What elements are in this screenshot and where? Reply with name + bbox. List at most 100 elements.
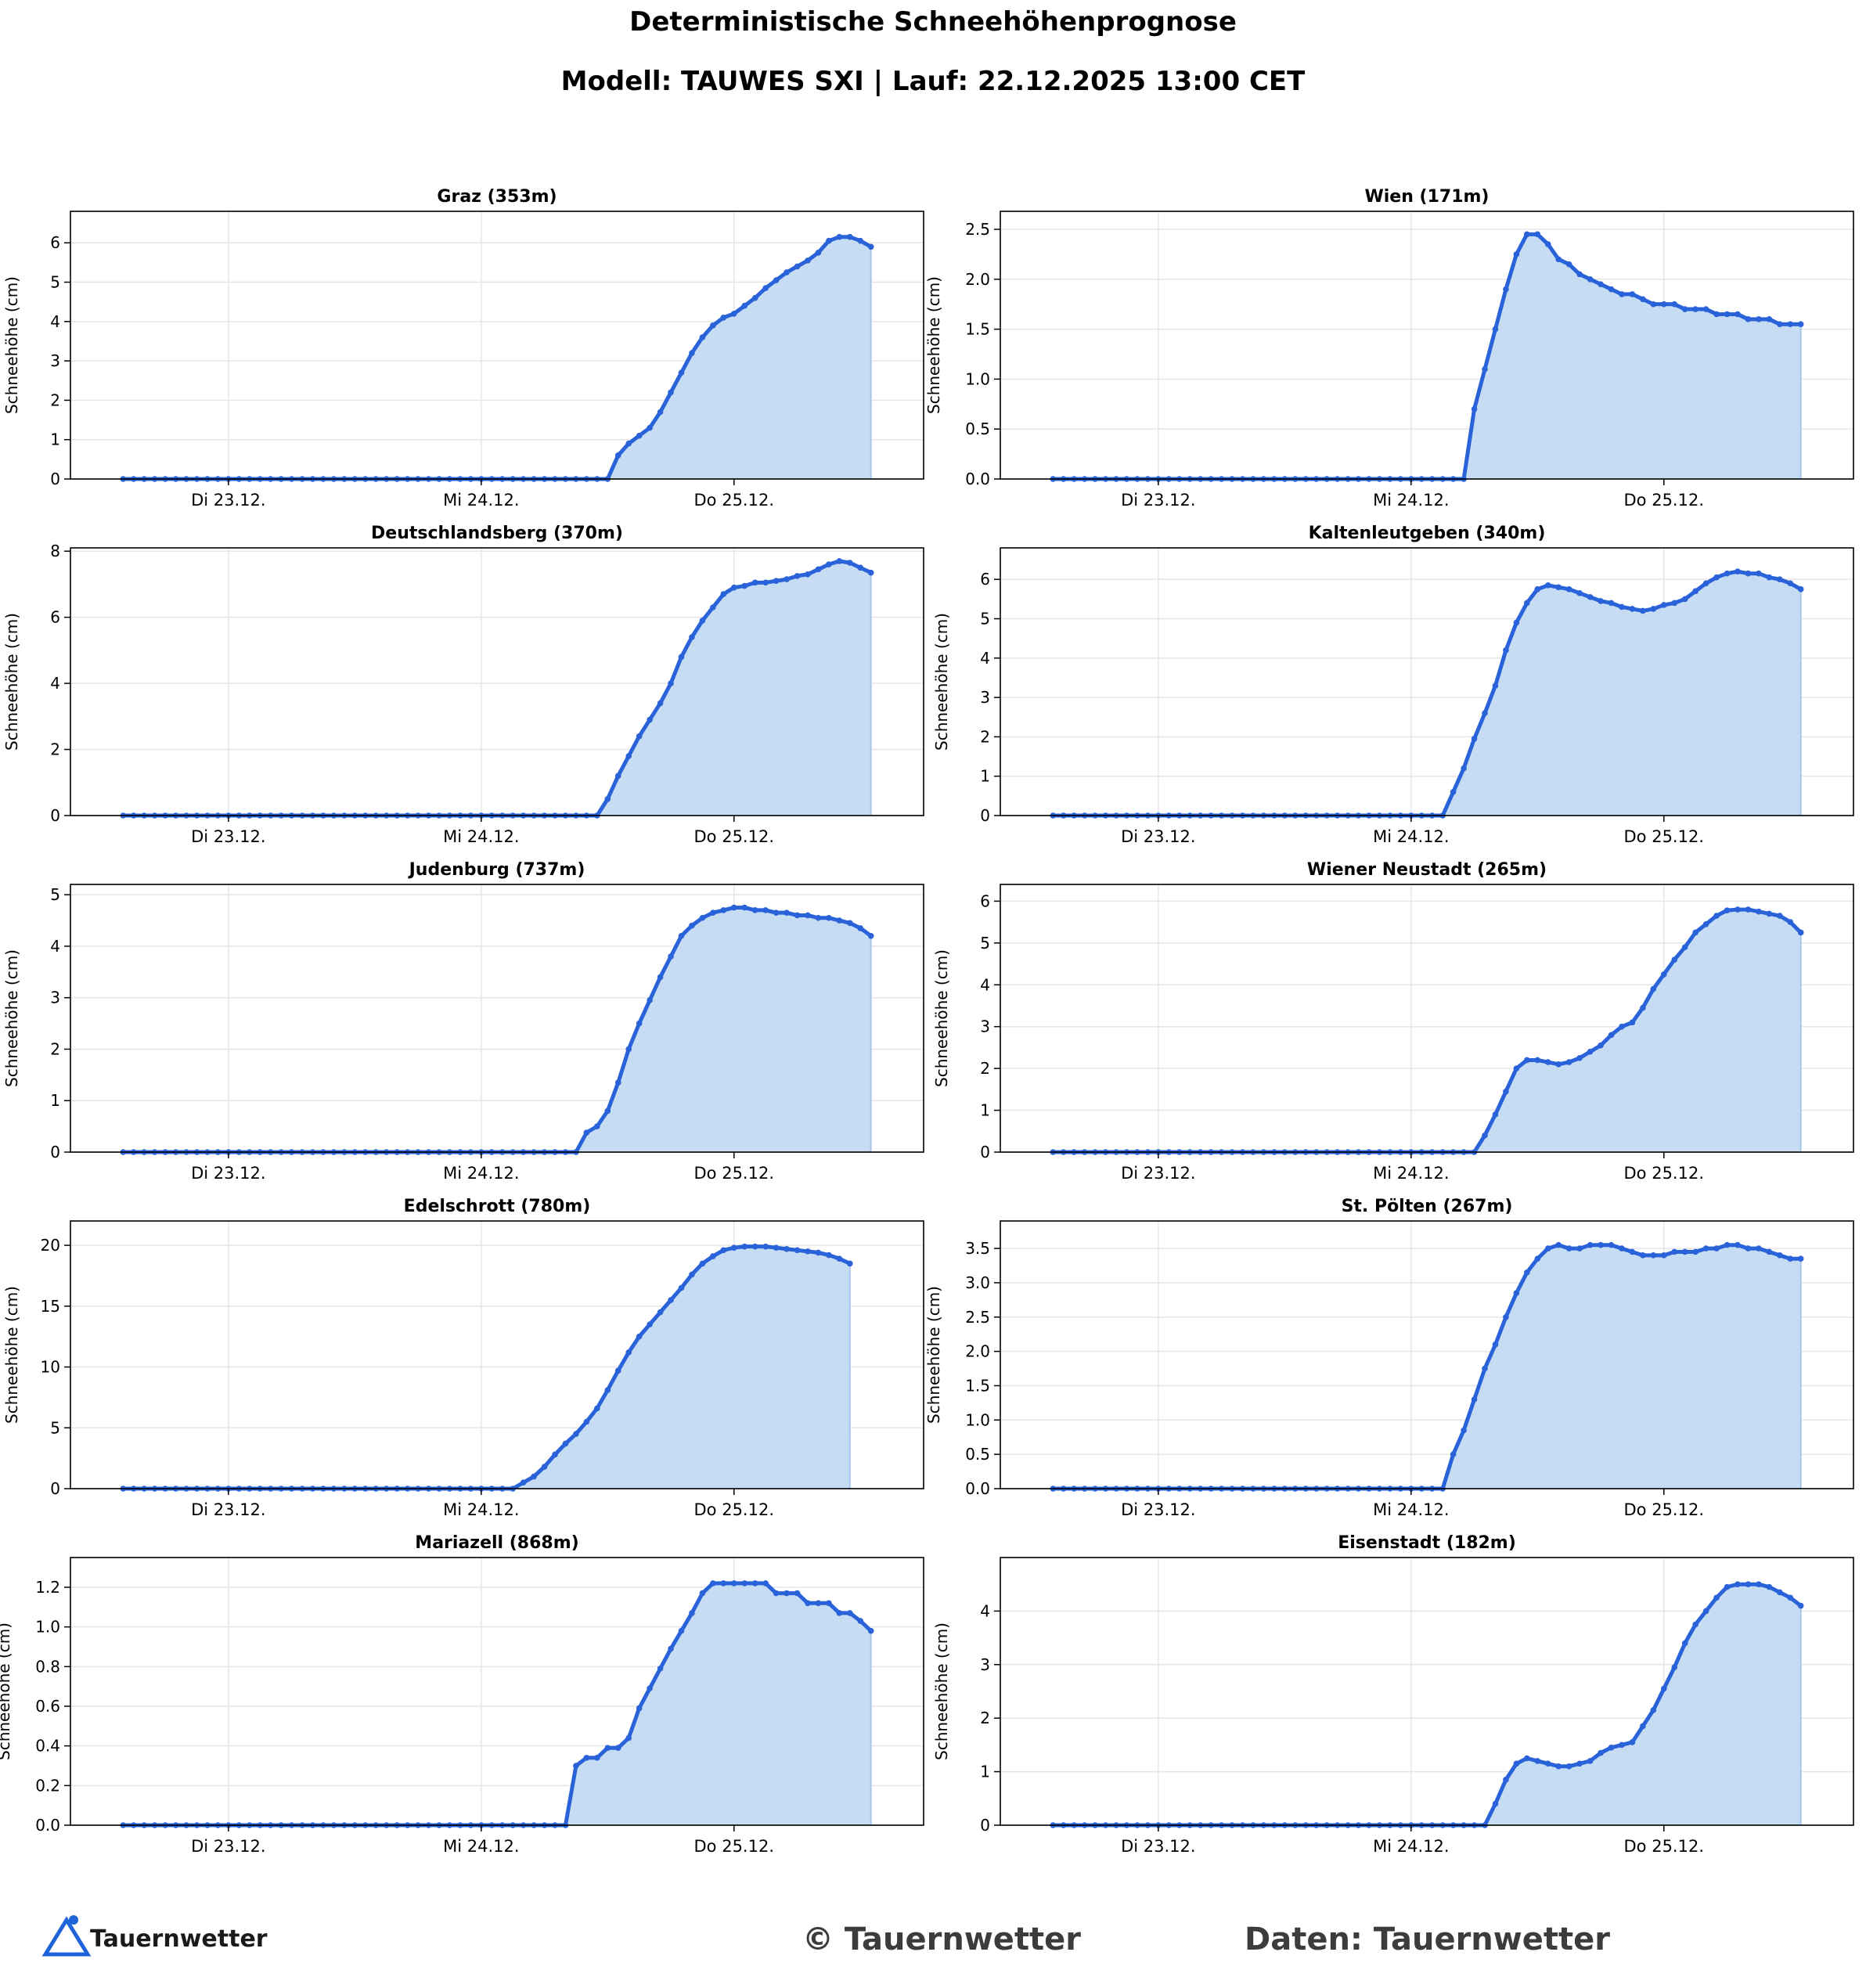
data-point [1544,582,1551,589]
area-fill [1053,1584,1801,1825]
data-point [815,914,822,921]
data-point [815,1600,822,1607]
data-point [741,582,748,589]
data-point [1482,1132,1488,1139]
data-point [636,432,643,439]
y-tick-label: 2.5 [965,1308,990,1327]
chart-panel: Di 23.12. Mi 24.12. Do 25.12. 0 5 10 15 20 Edels… [2,1197,924,1519]
data-point [1503,1313,1509,1320]
data-point [1524,1057,1530,1064]
y-tick-label: 4 [980,1601,990,1620]
data-point [699,334,706,340]
y-tick-label: 1.2 [35,1578,60,1597]
data-point [1576,590,1583,596]
y-axis-label: Schneehöhe (cm) [2,613,21,751]
data-point [1598,1241,1604,1248]
y-tick-label: 5 [50,1418,60,1437]
data-point [1671,1664,1678,1671]
x-tick-label: Do 25.12. [694,1500,775,1519]
data-point [1576,1760,1583,1767]
chart-panel: Di 23.12. Mi 24.12. Do 25.12. 0 1 2 3 4 5 Judenbu… [2,860,924,1183]
data-point [1534,1758,1541,1764]
data-point [1650,1707,1657,1713]
area-fill [1053,909,1801,1152]
y-tick-label: 10 [41,1358,60,1377]
data-point [1702,920,1709,927]
data-point [531,1473,537,1480]
data-point [857,925,864,931]
data-point [604,1387,611,1393]
data-point [836,233,843,240]
data-point [741,1580,748,1586]
panel-title: Wiener Neustadt (265m) [1307,860,1547,880]
data-point [647,1685,653,1691]
data-point [1640,1004,1646,1011]
y-tick-label: 6 [980,570,990,589]
data-point [1650,301,1657,308]
data-point [1702,1245,1709,1252]
data-point [1608,1241,1615,1248]
panel-title: Mariazell (868m) [415,1533,578,1553]
data-point [1565,1763,1572,1770]
data-point [1629,1739,1636,1745]
x-tick-label: Mi 24.12. [1373,1164,1449,1183]
y-tick-label: 1.5 [965,1376,990,1395]
data-point [1777,1252,1783,1259]
data-point [1766,316,1773,322]
data-point [815,250,822,256]
data-point [573,1431,579,1437]
data-point [1503,646,1509,654]
data-point [1756,908,1762,915]
y-tick-label: 0.5 [965,420,990,438]
y-tick-label: 1.0 [965,369,990,388]
y-tick-label: 0.6 [35,1697,60,1716]
data-point [784,269,790,276]
axes-frame [70,211,924,480]
data-point [1777,576,1783,583]
copyright-text: © Tauernwetter [802,1921,1082,1957]
data-point [773,277,780,283]
y-tick-label: 1 [980,1763,990,1781]
data-point [625,1046,632,1053]
data-point [552,1451,558,1458]
x-tick-label: Di 23.12. [191,491,265,510]
data-point [857,564,864,571]
data-point [1587,1048,1594,1055]
data-point [836,558,843,564]
chart-panel: Di 23.12. Mi 24.12. Do 25.12. 0.0 0.5 1.0 1.5 2… [924,187,1854,510]
panel-title: St. Pölten (267m) [1342,1197,1513,1216]
x-tick-label: Mi 24.12. [443,491,519,510]
data-point [657,974,664,981]
data-point [1565,586,1572,592]
y-axis-label: Schneehöhe (cm) [932,1622,951,1760]
y-tick-label: 6 [50,233,60,252]
data-point [1524,1269,1530,1276]
data-point [1629,1248,1636,1255]
data-point [1724,311,1731,318]
data-point [751,1243,758,1250]
y-tick-label: 2 [50,391,60,409]
data-point [1640,1252,1646,1259]
data-point [1619,603,1625,610]
data-point [867,243,874,250]
y-tick-label: 0 [50,806,60,825]
data-point [1492,1342,1499,1348]
data-point [1650,985,1657,992]
x-tick-label: Do 25.12. [1624,491,1705,510]
data-point [741,904,748,911]
data-point [614,1367,621,1374]
data-point [1745,1581,1752,1587]
data-point [847,560,853,566]
x-tick-label: Di 23.12. [191,827,265,846]
data-point [710,322,716,329]
logo-text: Tauernwetter [90,1925,268,1953]
data-point [1671,1248,1678,1255]
x-tick-label: Mi 24.12. [443,1837,519,1856]
data-point [678,932,685,939]
data-point [1450,789,1457,795]
data-point [614,452,621,459]
data-point [614,1745,621,1751]
data-point [614,773,621,780]
data-point [1777,321,1783,328]
data-point [1766,1248,1773,1255]
